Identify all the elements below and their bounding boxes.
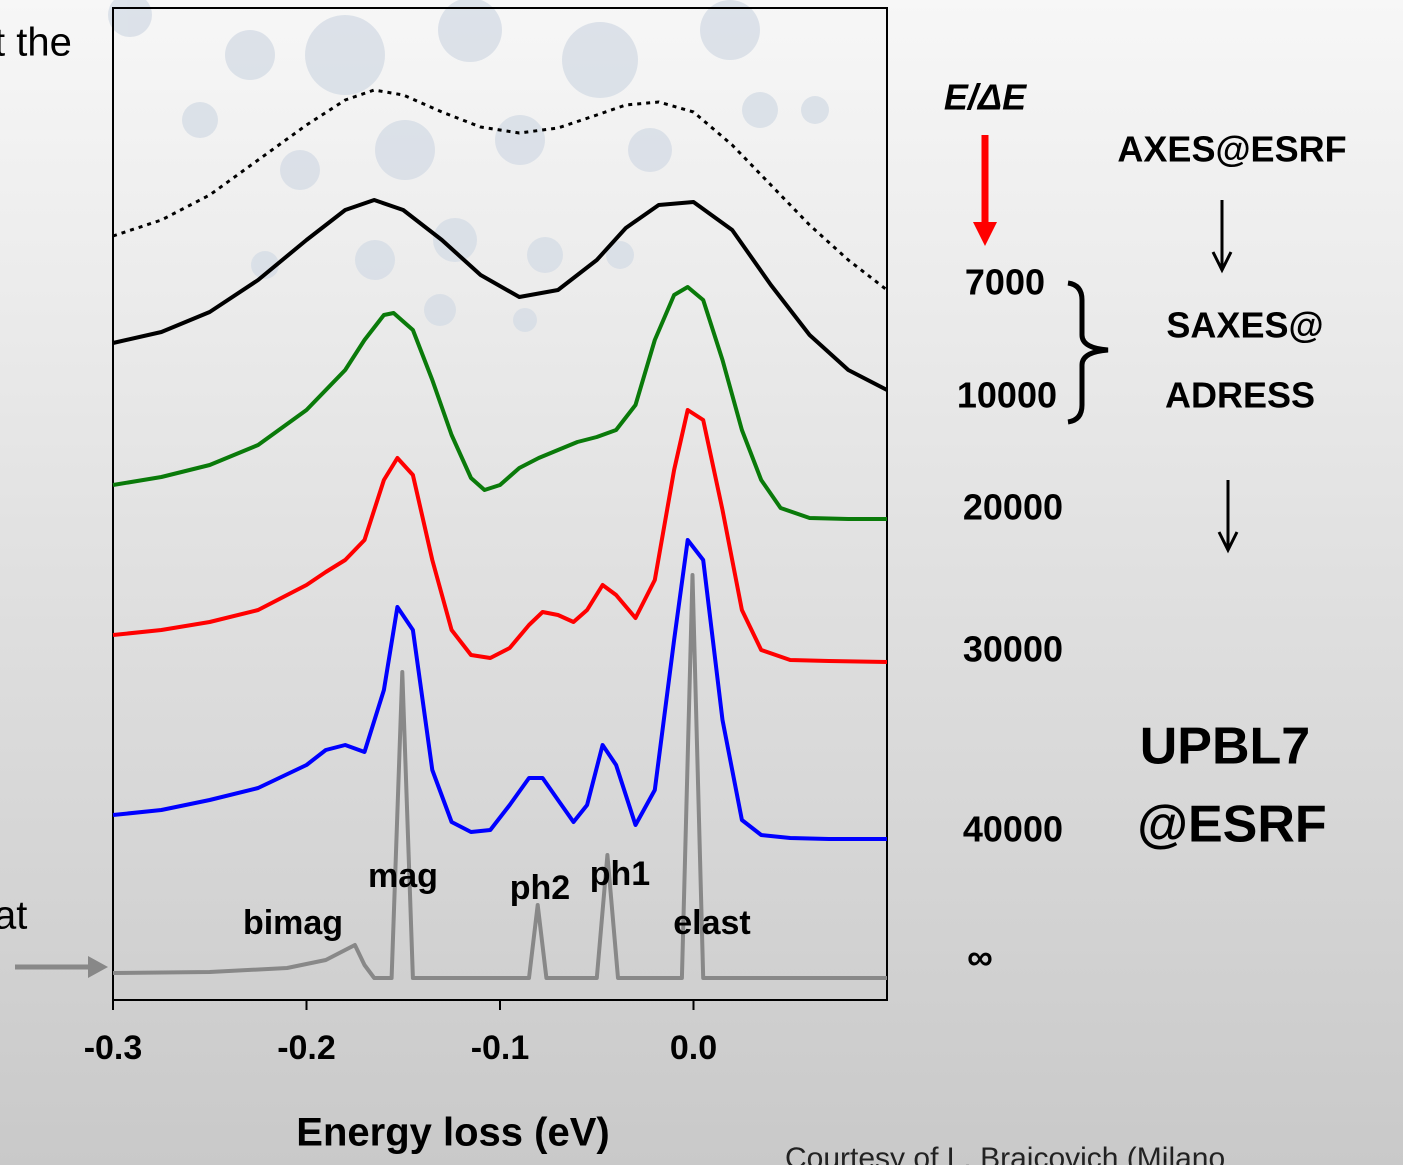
spectrum-line (112, 408, 888, 664)
brace (1067, 280, 1109, 425)
spectrum-line (112, 573, 887, 980)
arrow-head (973, 222, 997, 246)
x-axis-title: Energy loss (eV) (296, 1111, 609, 1155)
resolution-label: 7000 (965, 262, 1045, 303)
peak-label: mag (368, 857, 438, 895)
resolution-label: 10000 (957, 375, 1057, 416)
peak-label: bimag (243, 904, 343, 942)
instrument: @ESRF (1137, 796, 1326, 854)
instrument: AXES@ESRF (1117, 129, 1346, 170)
resolution-label: 40000 (963, 809, 1063, 850)
resolution-label: 30000 (963, 629, 1063, 670)
peak-label: elast (673, 904, 751, 942)
plot (112, 88, 888, 980)
spectrum-line (112, 88, 888, 292)
instrument: SAXES@ (1166, 305, 1323, 346)
arrow (1211, 200, 1233, 274)
spectrum-line (112, 538, 887, 841)
resolution-title: E/ΔE (944, 77, 1027, 118)
credit: Courtesy of L. Braicovich (Milano (785, 1142, 1225, 1165)
resolution-label: 20000 (963, 487, 1063, 528)
arrow (1217, 480, 1239, 554)
cut-text: t the (0, 21, 72, 65)
peak-label: ph2 (510, 869, 570, 907)
cut-text: at (0, 894, 27, 938)
instrument: ADRESS (1165, 375, 1315, 416)
x-tick-label: -0.2 (277, 1029, 336, 1067)
x-tick-label: -0.1 (471, 1029, 530, 1067)
instrument: UPBL7 (1140, 718, 1310, 776)
decor-bubbles (108, 0, 829, 332)
resolution-label: ∞ (967, 937, 993, 978)
x-tick-label: -0.3 (84, 1029, 143, 1067)
arrow-head (88, 956, 108, 978)
spectrum-line (112, 198, 888, 392)
peak-label: ph1 (590, 855, 650, 893)
x-tick-label: 0.0 (670, 1029, 717, 1067)
spectrum-line (112, 285, 887, 521)
